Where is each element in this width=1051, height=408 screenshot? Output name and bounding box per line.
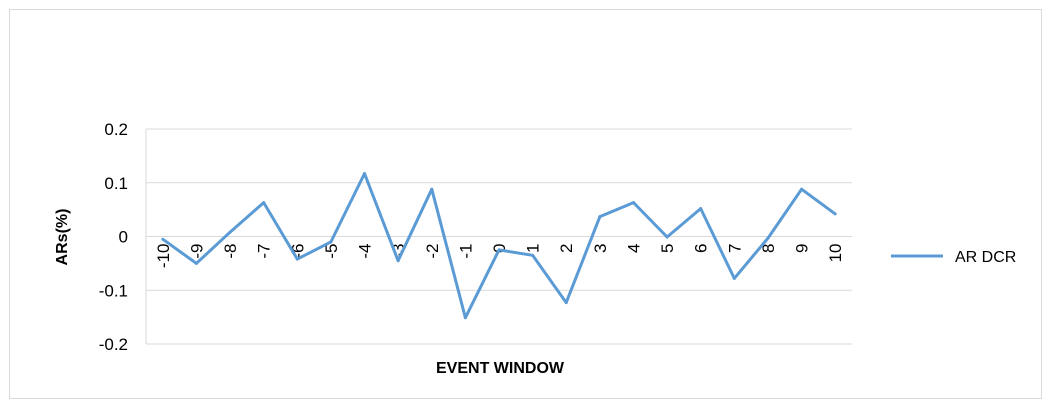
x-tick-label: -1 [456, 244, 475, 259]
data-point [463, 316, 467, 320]
data-point [430, 187, 434, 191]
data-point [766, 236, 770, 240]
y-tick-label: -0.1 [99, 281, 128, 300]
x-tick-label: 6 [692, 244, 711, 253]
y-tick-label: 0.2 [104, 120, 128, 139]
x-tick-label: 9 [793, 244, 812, 253]
data-point [228, 230, 232, 234]
x-tick-label: 2 [557, 244, 576, 253]
data-point [194, 261, 198, 265]
data-point [295, 257, 299, 261]
x-tick-label: 8 [759, 244, 778, 253]
x-axis-title: EVENT WINDOW [436, 360, 565, 377]
x-tick-label: 1 [524, 244, 543, 253]
x-tick-label: -9 [187, 244, 206, 259]
x-tick-label: -4 [356, 244, 375, 259]
x-axis-ticks: -10 -9 -8 -7 -6 -5 -4 -3 -2 -1 0 1 2 3 4 5 6 7 8 9 10 [154, 244, 845, 269]
data-point [262, 201, 266, 205]
y-axis-ticks: -0.2 -0.1 0 0.1 0.2 [99, 120, 128, 354]
x-tick-label: 3 [591, 244, 610, 253]
data-point [631, 201, 635, 205]
y-axis-title: ARs(%) [54, 209, 71, 266]
chart-area [9, 9, 1042, 399]
y-tick-label: 0.1 [104, 174, 128, 193]
x-tick-label: -5 [322, 244, 341, 259]
data-point [833, 212, 837, 216]
gridlines [145, 128, 852, 345]
data-point [497, 248, 501, 252]
data-point [531, 253, 535, 257]
y-tick-label: -0.2 [99, 335, 128, 354]
data-point [161, 237, 165, 241]
x-tick-label: 0 [490, 244, 509, 253]
data-point [598, 215, 602, 219]
data-point [564, 301, 568, 305]
data-point [363, 172, 367, 176]
x-tick-label: 10 [826, 244, 845, 263]
data-point [665, 235, 669, 239]
legend: AR DCR [891, 249, 1016, 266]
data-point [800, 187, 804, 191]
x-tick-label: -8 [221, 244, 240, 259]
data-point [699, 207, 703, 211]
x-tick-label: 7 [725, 244, 744, 253]
data-point [732, 276, 736, 280]
y-tick-label: 0 [119, 228, 128, 247]
x-tick-label: -10 [154, 244, 173, 269]
legend-label: AR DCR [955, 249, 1016, 266]
series-layer [161, 172, 837, 320]
x-tick-label: 5 [658, 244, 677, 253]
x-tick-label: -2 [423, 244, 442, 259]
x-tick-label: -7 [255, 244, 274, 259]
data-point [396, 259, 400, 263]
x-tick-label: 4 [624, 244, 643, 253]
data-point [329, 240, 333, 244]
